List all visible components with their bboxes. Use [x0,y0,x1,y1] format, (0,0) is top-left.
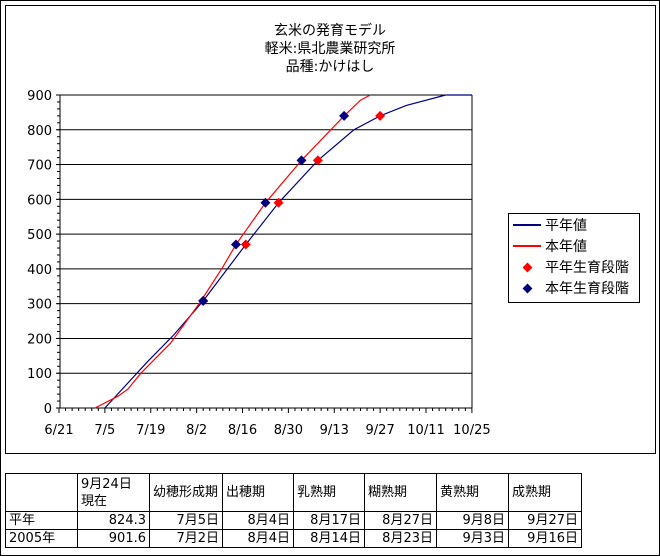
table-cell: 824.3 [77,511,150,530]
table-header-cell: 黄熟期 [436,473,509,512]
legend-item-honnen-line: 本年値 [513,236,587,256]
stage-marker-3 [296,155,307,166]
chart-title-line-3: 品種:かけはし [285,59,375,75]
y-tick-label: 600 [27,193,52,208]
table-header-row: 9月24日 現在 幼穂形成期 出穂期 乳熟期 糊熟期 黄熟期 成熟期 [5,473,582,512]
y-tick-label: 800 [27,124,52,139]
table-cell: 8月4日 [222,529,294,548]
chart-title-line-1: 玄米の発育モデル [274,23,386,39]
chart-title-line-2: 軽米:県北農業研究所 [264,41,396,57]
y-tick-label: 0 [44,402,52,417]
x-tick-label: 6/21 [44,423,73,438]
row-label: 平年 [5,511,78,530]
table-header-cell: 糊熟期 [364,473,437,512]
x-tick-label: 10/11 [407,423,444,438]
y-tick-label: 500 [27,228,52,243]
legend-label: 本年値 [545,239,587,255]
table-cell: 7月2日 [149,529,223,548]
table-cell: 901.6 [77,529,150,548]
x-tick-label: 7/5 [94,423,115,438]
table-header-cell [5,473,78,512]
stage-marker-3 [339,110,350,121]
x-tick-label: 8/30 [274,423,303,438]
stage-marker-2 [312,155,323,166]
x-tick-label: 7/19 [136,423,165,438]
legend-item-heinen-line: 平年値 [513,215,587,235]
stage-marker-3 [260,197,271,208]
table-cell: 9月16日 [508,529,582,548]
legend-diamond-navy-icon [522,283,532,293]
legend-line-navy-icon [513,224,541,226]
chart-area [5,5,656,454]
legend-label: 平年生育段階 [545,260,629,276]
table-cell: 8月14日 [293,529,365,548]
table-header-cell: 成熟期 [508,473,582,512]
x-tick-label: 8/2 [186,423,207,438]
table-row: 2005年 901.6 7月2日 8月4日 8月14日 8月23日 9月3日 9月16日 [5,529,582,548]
table-header-cell: 幼穂形成期 [149,473,223,512]
table-cell: 9月27日 [508,511,582,530]
table-header-cell: 出穂期 [222,473,294,512]
stage-marker-2 [240,239,251,250]
y-tick-label: 900 [27,89,52,104]
legend-diamond-red-icon [522,262,532,272]
y-tick-label: 700 [27,159,52,174]
table-cell: 8月27日 [364,511,437,530]
stage-table: 9月24日 現在 幼穂形成期 出穂期 乳熟期 糊熟期 黄熟期 成熟期 平年 824.3 7月5日 8月… [5,473,582,548]
table-cell: 8月4日 [222,511,294,530]
stage-marker-3 [198,295,209,306]
table-header-cell: 9月24日 現在 [77,473,150,512]
stage-marker-2 [375,110,386,121]
y-tick-label: 100 [27,367,52,382]
stage-marker-2 [273,197,284,208]
row-label: 2005年 [5,529,78,548]
table-header-cell: 乳熟期 [293,473,365,512]
legend-label: 平年値 [545,218,587,234]
x-tick-label: 10/25 [453,423,490,438]
legend: 平年値 本年値 平年生育段階 本年生育段階 [508,213,640,303]
x-tick-label: 9/13 [320,423,349,438]
legend-item-heinen-stage: 平年生育段階 [513,257,629,277]
stage-marker-3 [230,239,241,250]
table-cell: 8月17日 [293,511,365,530]
series-line-0 [104,94,472,409]
y-tick-label: 400 [27,263,52,278]
table-row: 平年 824.3 7月5日 8月4日 8月17日 8月27日 9月8日 9月27日 [5,511,582,530]
table-cell: 8月23日 [364,529,437,548]
x-tick-label: 9/27 [366,423,395,438]
table-cell: 9月3日 [436,529,509,548]
legend-item-honnen-stage: 本年生育段階 [513,278,629,298]
y-tick-label: 200 [27,332,52,347]
table-cell: 9月8日 [436,511,509,530]
legend-line-red-icon [513,245,541,247]
series-line-1 [94,94,371,409]
y-tick-label: 300 [27,298,52,313]
plot-svg: 0 100 200 300 400 500 600 700 800 900 6/21 7/5 7/19 8… [27,89,490,438]
table-cell: 7月5日 [149,511,223,530]
legend-label: 本年生育段階 [545,281,629,297]
x-tick-label: 8/16 [228,423,257,438]
